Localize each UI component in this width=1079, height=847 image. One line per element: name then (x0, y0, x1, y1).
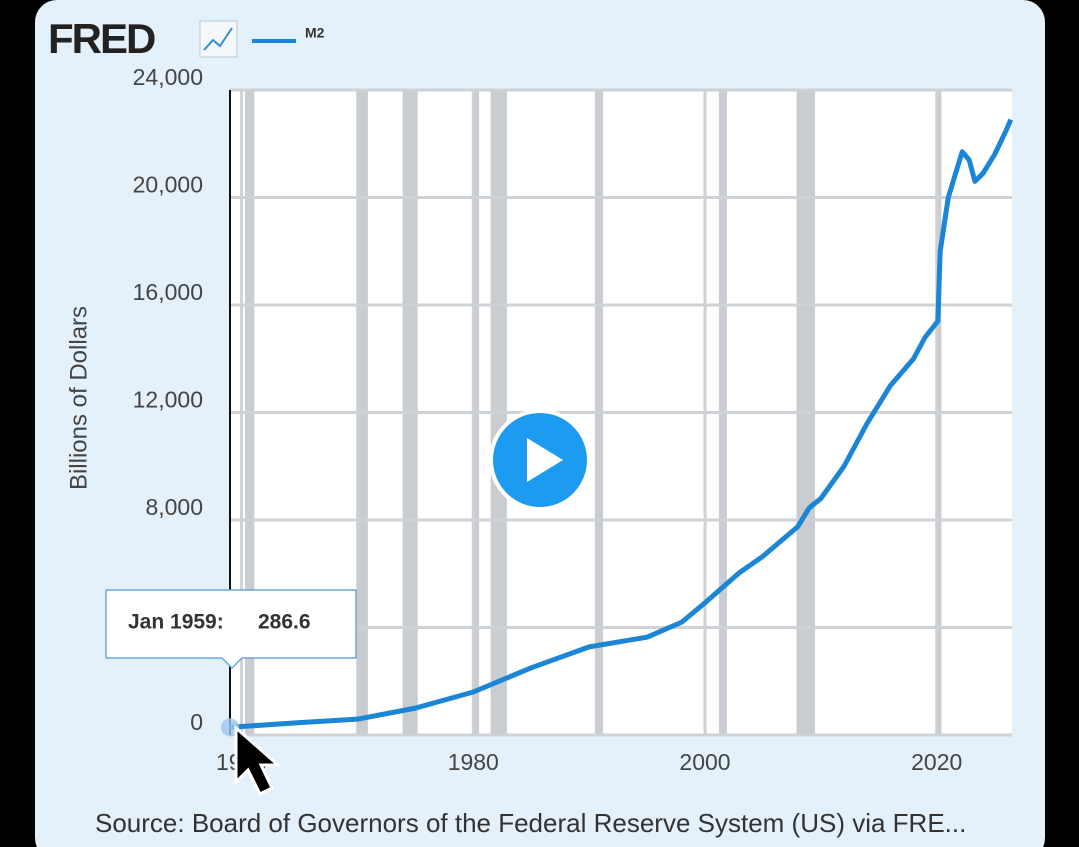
y-tick-label: 0 (190, 709, 203, 735)
y-axis-label: Billions of Dollars (65, 306, 92, 490)
brand-icon-line (203, 27, 233, 51)
brand-icon (199, 20, 238, 58)
y-tick-label: 12,000 (133, 387, 203, 413)
series-line (229, 118, 1014, 730)
y-tick-label: 8,000 (145, 494, 203, 520)
play-icon (527, 438, 563, 482)
x-tick-label: 2020 (911, 749, 962, 775)
x-tick-label: 1980 (448, 749, 499, 775)
brand: FRED (48, 15, 155, 62)
tooltip-box (105, 589, 357, 670)
y-tick-label: 20,000 (133, 172, 203, 198)
y-tick-label: 16,000 (133, 279, 203, 305)
legend-label: M2 (305, 25, 325, 41)
source: Source: Board of Governors of the Federa… (95, 808, 966, 838)
x-tick-label: 2000 (679, 749, 730, 775)
tooltip-date: Jan 1959: (128, 611, 224, 634)
tooltip-value: 286.6 (258, 611, 311, 634)
cursor (234, 724, 282, 797)
y-tick-label: 24,000 (133, 64, 203, 90)
